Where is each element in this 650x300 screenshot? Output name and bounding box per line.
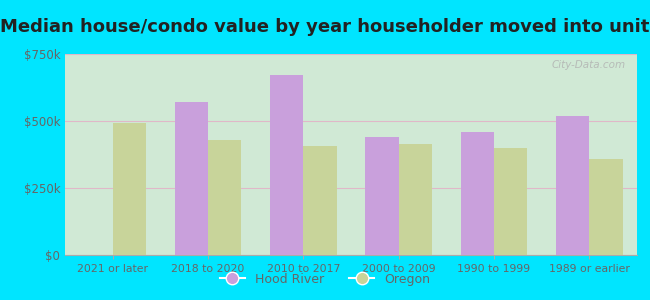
Bar: [556, 116, 590, 255]
Bar: [494, 148, 527, 255]
Bar: [175, 102, 208, 255]
Bar: [208, 140, 241, 255]
Bar: [590, 159, 623, 255]
Text: Median house/condo value by year householder moved into unit: Median house/condo value by year househo…: [0, 18, 650, 36]
Text: City-Data.com: City-Data.com: [551, 60, 625, 70]
Bar: [398, 144, 432, 255]
Bar: [270, 75, 304, 255]
Bar: [304, 146, 337, 255]
Legend: Hood River, Oregon: Hood River, Oregon: [215, 268, 435, 291]
Bar: [112, 123, 146, 255]
Bar: [365, 137, 398, 255]
Bar: [461, 132, 494, 255]
